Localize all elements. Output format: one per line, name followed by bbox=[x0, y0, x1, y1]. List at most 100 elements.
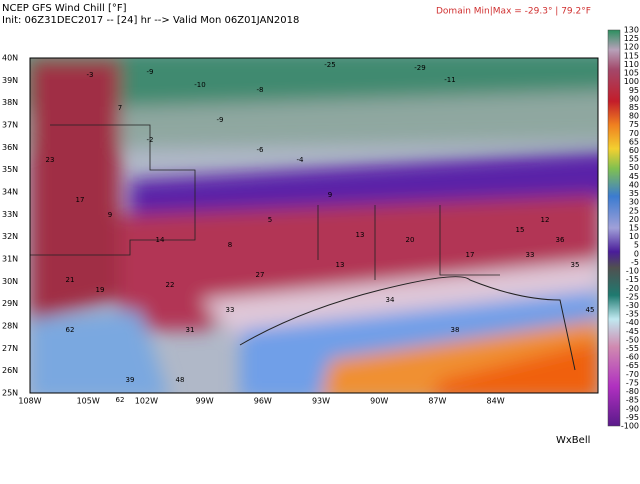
lon-label: 102W bbox=[135, 397, 158, 406]
colorbar-label: 55 bbox=[629, 155, 639, 164]
lat-label: 38N bbox=[2, 98, 18, 107]
colorbar-label: -80 bbox=[626, 387, 639, 396]
station-value: 33 bbox=[226, 306, 235, 314]
colorbar-label: 20 bbox=[629, 215, 639, 224]
colorbar-label: -10 bbox=[626, 267, 639, 276]
lat-label: 27N bbox=[2, 344, 18, 353]
station-value: -6 bbox=[257, 146, 265, 154]
colorbar-label: -70 bbox=[626, 370, 639, 379]
colorbar-label: -15 bbox=[626, 275, 639, 284]
station-value: 27 bbox=[256, 271, 265, 279]
lon-label: 105W bbox=[77, 397, 100, 406]
station-value: 13 bbox=[356, 231, 365, 239]
colorbar-label: -55 bbox=[626, 344, 639, 353]
station-value: -11 bbox=[444, 76, 455, 84]
station-value: -3 bbox=[87, 71, 94, 79]
station-value: 5 bbox=[268, 216, 272, 224]
colorbar-label: 130 bbox=[624, 26, 639, 35]
station-value: 19 bbox=[96, 286, 105, 294]
station-value: 62 bbox=[66, 326, 75, 334]
lon-label: 99W bbox=[196, 397, 214, 406]
lat-label: 31N bbox=[2, 255, 18, 264]
colorbar-label: -5 bbox=[631, 258, 639, 267]
station-value: 48 bbox=[176, 376, 185, 384]
station-value: 12 bbox=[541, 216, 550, 224]
title: NCEP GFS Wind Chill [°F] bbox=[2, 3, 127, 14]
station-value: -9 bbox=[147, 68, 154, 76]
station-value: -25 bbox=[324, 61, 335, 69]
station-value: 45 bbox=[586, 306, 595, 314]
colorbar-label: 70 bbox=[629, 129, 639, 138]
station-value: 34 bbox=[386, 296, 395, 304]
colorbar-label: 30 bbox=[629, 198, 639, 207]
colorbar-label: 85 bbox=[629, 103, 639, 112]
colorbar-label: 25 bbox=[629, 206, 639, 215]
colorbar-label: 0 bbox=[634, 249, 639, 258]
station-value: 23 bbox=[46, 156, 55, 164]
colorbar-label: -60 bbox=[626, 353, 639, 362]
colorbar-label: 100 bbox=[624, 77, 639, 86]
station-value: -2 bbox=[147, 136, 154, 144]
station-value: 17 bbox=[466, 251, 475, 259]
station-value: 62 bbox=[116, 396, 125, 404]
station-value: 22 bbox=[166, 281, 175, 289]
station-value: 14 bbox=[156, 236, 165, 244]
colorbar-label: 115 bbox=[624, 51, 639, 60]
lat-label: 34N bbox=[2, 188, 18, 197]
station-value: 35 bbox=[571, 261, 580, 269]
lat-label: 26N bbox=[2, 366, 18, 375]
station-value: 8 bbox=[228, 241, 232, 249]
colorbar-label: 45 bbox=[629, 172, 639, 181]
colorbar-label: -95 bbox=[626, 413, 639, 422]
colorbar bbox=[607, 29, 621, 427]
colorbar-label: -90 bbox=[626, 404, 639, 413]
lat-label: 36N bbox=[2, 143, 18, 152]
colorbar-label: -75 bbox=[626, 378, 639, 387]
colorbar-label: -85 bbox=[626, 396, 639, 405]
colorbar-label: 15 bbox=[629, 224, 639, 233]
lat-label: 29N bbox=[2, 299, 18, 308]
station-value: 33 bbox=[526, 251, 535, 259]
colorbar-label: 60 bbox=[629, 146, 639, 155]
lon-label: 108W bbox=[18, 397, 41, 406]
lat-label: 28N bbox=[2, 322, 18, 331]
lon-label: 93W bbox=[312, 397, 330, 406]
lat-label: 39N bbox=[2, 76, 18, 85]
colorbar-label: 125 bbox=[624, 34, 639, 43]
colorbar-label: -100 bbox=[621, 422, 639, 431]
station-value: 17 bbox=[76, 196, 85, 204]
colorbar-label: 105 bbox=[624, 69, 639, 78]
lon-label: 84W bbox=[487, 397, 505, 406]
station-value: 21 bbox=[66, 276, 75, 284]
station-value: -9 bbox=[217, 116, 224, 124]
station-value: 15 bbox=[516, 226, 525, 234]
colorbar-label: 5 bbox=[634, 241, 639, 250]
domain-minmax: Domain Min|Max = -29.3° | 79.2°F bbox=[436, 7, 591, 17]
station-value: 9 bbox=[108, 211, 112, 219]
station-value: -29 bbox=[414, 64, 425, 72]
colorbar-label: 10 bbox=[629, 232, 639, 241]
brand: WxBell bbox=[556, 435, 590, 446]
station-value: 7 bbox=[118, 104, 122, 112]
lat-label: 25N bbox=[2, 389, 18, 398]
colorbar-label: 75 bbox=[629, 120, 639, 129]
lat-label: 37N bbox=[2, 121, 18, 130]
station-value: 20 bbox=[406, 236, 415, 244]
lon-label: 96W bbox=[254, 397, 272, 406]
colorbar-label: -35 bbox=[626, 310, 639, 319]
lon-label: 90W bbox=[370, 397, 388, 406]
station-value: 39 bbox=[126, 376, 135, 384]
colorbar-label: 90 bbox=[629, 94, 639, 103]
colorbar-label: 110 bbox=[624, 60, 639, 69]
colorbar-label: -25 bbox=[626, 292, 639, 301]
station-value: -8 bbox=[257, 86, 264, 94]
lat-label: 35N bbox=[2, 165, 18, 174]
colorbar-label: -65 bbox=[626, 361, 639, 370]
init-line: Init: 06Z31DEC2017 -- [24] hr --> Valid … bbox=[2, 15, 299, 26]
map-frame bbox=[29, 57, 599, 394]
colorbar-label: 65 bbox=[629, 137, 639, 146]
station-value: 38 bbox=[451, 326, 460, 334]
station-value: 9 bbox=[328, 191, 332, 199]
